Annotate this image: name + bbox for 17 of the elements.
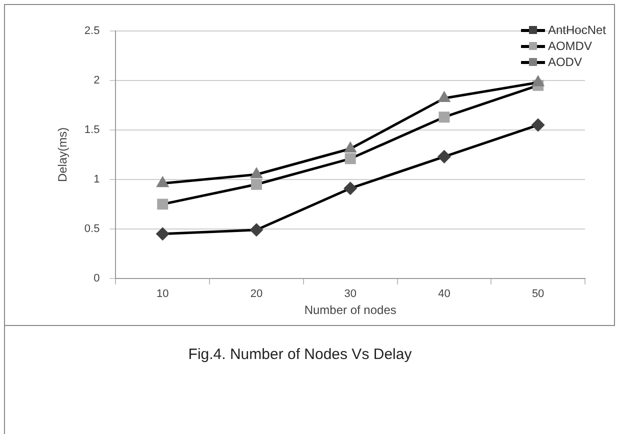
legend-label: AOMDV bbox=[548, 39, 592, 53]
x-axis-title: Number of nodes bbox=[304, 303, 396, 318]
legend-label: AntHocNet bbox=[548, 23, 606, 37]
y-tick-label: 0.5 bbox=[84, 222, 100, 235]
legend-label: AODV bbox=[548, 55, 582, 69]
y-axis-title: Delay(ms) bbox=[56, 127, 70, 182]
x-tick-label: 50 bbox=[532, 288, 544, 300]
x-tick-label: 30 bbox=[344, 288, 356, 300]
y-tick-label: 2 bbox=[94, 74, 100, 87]
caption: Fig.4. Number of Nodes Vs Delay bbox=[187, 346, 413, 363]
x-tick-label: 10 bbox=[156, 288, 169, 300]
y-tick-label: 1 bbox=[94, 173, 100, 186]
y-tick-label: 0 bbox=[94, 272, 100, 284]
x-tick-label: 40 bbox=[438, 288, 450, 300]
y-tick-label: 1.5 bbox=[84, 124, 100, 136]
x-tick-label: 20 bbox=[250, 288, 263, 300]
y-tick-label: 2.5 bbox=[84, 25, 100, 38]
